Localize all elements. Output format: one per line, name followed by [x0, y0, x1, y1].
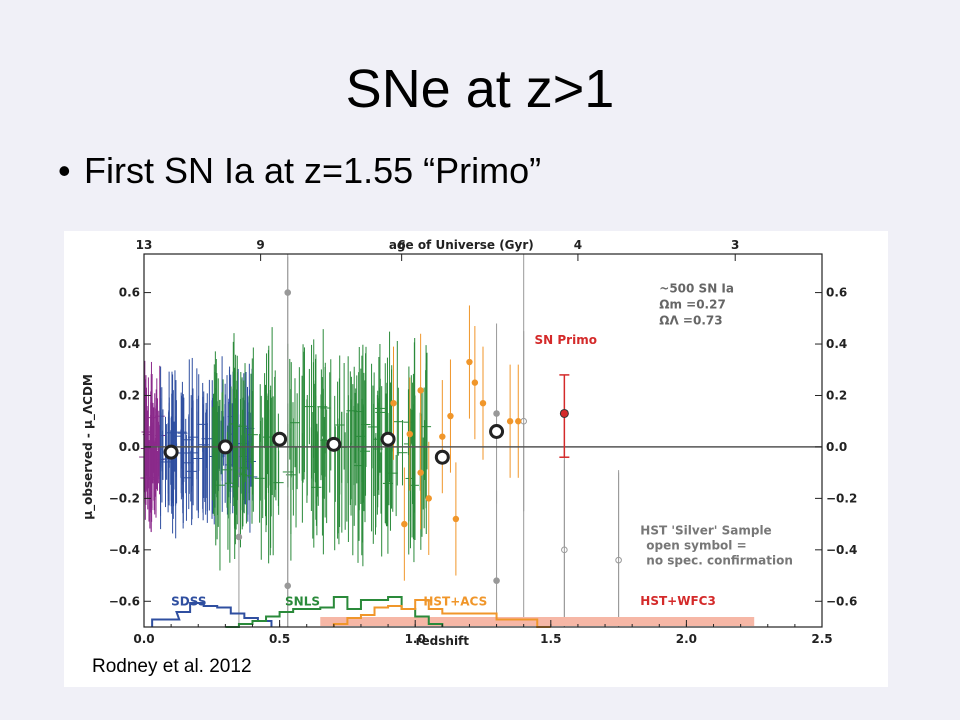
silver-sn-point	[235, 533, 243, 541]
top-tick-label: 3	[731, 238, 739, 252]
citation-caption: Rodney et al. 2012	[92, 656, 252, 677]
acs-sn-point	[401, 520, 408, 528]
acs-sn-point	[425, 495, 432, 502]
y-tick-label-right: −0.2	[826, 491, 857, 505]
acs-sn-point	[439, 433, 446, 440]
x-tick-label: 0.0	[133, 632, 154, 646]
binned-mean-point	[163, 444, 179, 460]
y-tick-label-left: 0.6	[119, 286, 140, 300]
y-tick-label-right: 0.0	[826, 440, 847, 454]
sdss-histogram	[151, 602, 273, 627]
acs-sn-point	[417, 387, 424, 394]
top-tick-label: 13	[136, 238, 153, 252]
y-tick-label-right: 0.4	[826, 337, 847, 351]
binned-mean-point	[326, 436, 342, 452]
bullet-marker: •	[58, 150, 71, 191]
y-tick-label-left: 0.0	[119, 440, 140, 454]
y-tick-label-left: −0.2	[109, 491, 140, 505]
silver-sample-annotation: open symbol =	[646, 538, 746, 552]
silver-sn-point	[493, 577, 500, 584]
silver-sn-point	[493, 410, 500, 417]
sn-primo-annotation: SN Primo	[535, 333, 597, 347]
acs-sn-point	[471, 379, 479, 386]
histogram-label: SNLS	[285, 594, 320, 608]
slide-title: SNe at z>1	[345, 59, 615, 119]
y-tick-label-right: −0.4	[826, 543, 857, 557]
silver-sample-annotation: no spec. confirmation	[646, 553, 793, 567]
x-tick-label: 1.0	[405, 632, 426, 646]
binned-mean-point	[380, 431, 396, 447]
acs-sn-point	[452, 515, 460, 523]
acs-sn-point	[447, 412, 454, 420]
acs-sn-point	[466, 358, 473, 366]
hubble-residual-chart: 0.0 0.5 1.0 1.5 2.0 2.5 −0.6 −0.6 −0.4 −0.4 −0.2 −0…	[81, 238, 857, 648]
histogram-label: HST+ACS	[423, 594, 487, 608]
y-axis-label: μ_observed - μ_ΛCDM	[81, 374, 96, 520]
x-tick-label: 0.5	[269, 632, 290, 646]
plot-frame	[143, 253, 823, 628]
binned-mean-point	[434, 449, 450, 465]
acs-sn-point	[406, 430, 413, 438]
x-tick-label: 2.0	[676, 632, 697, 646]
x-tick-label: 2.5	[811, 632, 832, 646]
x-axis-label: redshift	[416, 634, 470, 648]
top-tick-label: 4	[574, 238, 582, 252]
histogram-label: HST+WFC3	[640, 594, 716, 608]
y-tick-label-left: −0.4	[109, 543, 140, 557]
cosmology-legend-line: ~500 SN Ia	[659, 282, 734, 296]
bullet-point: • First SN Ia at z=1.55 “Primo”	[58, 150, 541, 192]
binned-mean-point	[489, 423, 505, 439]
sn-primo-point	[559, 408, 569, 418]
histogram-label: SDSS	[171, 594, 206, 608]
y-tick-label-right: 0.6	[826, 286, 847, 300]
acs-sn-point	[390, 400, 397, 407]
silver-sample-annotation: HST 'Silver' Sample	[640, 523, 771, 537]
acs-histogram	[332, 599, 551, 628]
binned-mean-point	[272, 431, 288, 447]
y-tick-label-left: 0.2	[119, 388, 140, 402]
acs-sn-point	[479, 400, 487, 407]
binned-mean-point	[217, 439, 233, 455]
cosmology-legend-line: Ωm =0.27	[659, 298, 726, 312]
top-axis-label: age of Universe (Gyr)	[389, 238, 534, 252]
acs-sn-point	[506, 418, 514, 425]
top-tick-label: 6	[397, 238, 405, 252]
y-tick-label-left: −0.6	[109, 594, 140, 608]
top-tick-label: 9	[256, 238, 264, 252]
y-tick-label-right: −0.6	[826, 594, 857, 608]
acs-sn-point	[417, 469, 424, 476]
y-tick-label-left: 0.4	[119, 337, 140, 351]
cosmology-legend-line: ΩΛ =0.73	[659, 314, 722, 328]
acs-sn-point	[515, 418, 522, 425]
bullet-text: First SN Ia at z=1.55 “Primo”	[84, 150, 542, 191]
x-tick-label: 1.5	[540, 632, 561, 646]
hubble-residual-figure: 0.0 0.5 1.0 1.5 2.0 2.5 −0.6 −0.6 −0.4 −0.4 −0.2 −0…	[64, 231, 888, 687]
y-tick-label-right: 0.2	[826, 388, 847, 402]
